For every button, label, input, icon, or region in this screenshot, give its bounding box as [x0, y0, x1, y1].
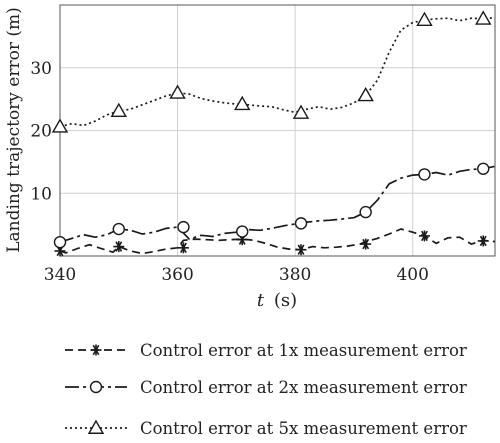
legend-item: Control error at 1x measurement error	[65, 341, 467, 360]
legend-item: Control error at 5x measurement error	[65, 419, 467, 438]
circle-marker	[359, 205, 372, 219]
legend-label: Control error at 5x measurement error	[140, 419, 467, 438]
legend-label: Control error at 1x measurement error	[140, 341, 467, 360]
x-axis-unit: (s)	[274, 290, 297, 311]
tick-labels: 340 360 380 400 10 20 30	[30, 59, 429, 285]
y-tick-label: 10	[30, 184, 52, 204]
series-2	[53, 162, 496, 249]
asterisk-marker	[177, 242, 189, 254]
x-tick-label: 340	[44, 265, 76, 285]
circle-marker	[89, 380, 103, 394]
y-axis-label: Landing trajectory error (m)	[4, 7, 24, 253]
triangle-marker	[292, 104, 310, 119]
asterisk-marker	[360, 238, 372, 250]
circle-marker	[477, 162, 490, 175]
y-tick-label: 20	[30, 122, 52, 142]
circle-marker	[418, 168, 431, 181]
circle-marker	[236, 225, 249, 238]
triangle-marker	[475, 10, 492, 25]
circle-marker	[112, 222, 125, 236]
asterisk-marker	[113, 241, 125, 253]
triangle-marker	[51, 118, 69, 133]
asterisk-marker	[418, 230, 430, 242]
asterisk-marker	[477, 235, 489, 247]
x-tick-label: 400	[396, 265, 428, 285]
circle-marker	[294, 217, 308, 230]
triangle-marker	[87, 419, 105, 434]
circle-marker	[177, 220, 190, 234]
x-tick-label: 360	[161, 265, 193, 285]
x-axis-label: t (s)	[257, 290, 297, 311]
x-axis-variable: t	[257, 290, 265, 311]
grid-lines	[59, 5, 495, 256]
series-layer	[51, 10, 496, 257]
triangle-marker	[416, 11, 433, 27]
x-tick-label: 380	[279, 265, 311, 285]
y-tick-label: 30	[30, 59, 52, 79]
triangle-marker	[357, 86, 374, 102]
series-3	[51, 10, 496, 133]
triangle-marker	[169, 84, 186, 99]
asterisk-marker	[295, 244, 307, 256]
triangle-marker	[234, 95, 251, 111]
series-line	[59, 16, 496, 128]
series-line	[59, 165, 496, 244]
series-line	[59, 228, 496, 255]
legend-item: Control error at 2x measurement error	[65, 378, 467, 397]
asterisk-marker	[90, 344, 102, 356]
legend-label: Control error at 2x measurement error	[140, 378, 467, 397]
circle-marker	[53, 235, 67, 249]
legend: Control error at 1x measurement error Con…	[65, 341, 467, 438]
triangle-marker	[110, 102, 127, 117]
